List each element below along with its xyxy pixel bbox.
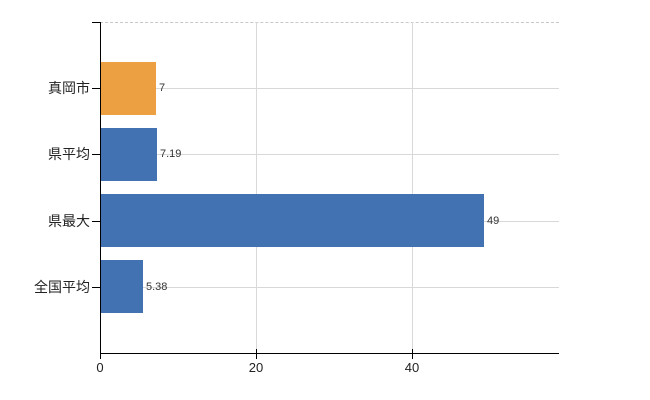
x-axis-tick-mark: [412, 349, 413, 359]
plot-top-border: [100, 22, 559, 23]
y-axis-tick-mark: [92, 221, 100, 222]
bar: [101, 194, 484, 247]
bar: [101, 128, 157, 181]
y-axis-tick-mark: [92, 287, 100, 288]
y-axis-tick-mark: [92, 88, 100, 89]
bar: [101, 260, 143, 313]
x-axis-tick-label: 40: [404, 360, 420, 375]
y-axis-tick-mark: [92, 22, 100, 23]
category-label: 全国平均: [34, 279, 90, 295]
bar-value-label: 7: [159, 82, 166, 94]
x-gridline: [256, 22, 257, 353]
x-axis-line: [100, 353, 559, 354]
x-axis-tick-mark: [256, 349, 257, 359]
category-gridline: [100, 88, 559, 89]
bar-value-label: 5.38: [146, 281, 168, 293]
x-gridline: [412, 22, 413, 353]
bar-value-label: 7.19: [160, 148, 182, 160]
y-axis-line: [100, 22, 101, 354]
x-axis-tick-mark: [100, 349, 101, 359]
y-axis-tick-mark: [92, 154, 100, 155]
category-gridline: [100, 154, 559, 155]
bar: [101, 62, 156, 115]
category-label: 県最大: [48, 213, 90, 229]
category-label: 真岡市: [48, 80, 90, 96]
x-axis-tick-label: 20: [248, 360, 264, 375]
category-label: 県平均: [48, 146, 90, 162]
category-gridline: [100, 287, 559, 288]
x-axis-tick-label: 0: [96, 360, 104, 375]
bar-value-label: 49: [487, 215, 500, 227]
